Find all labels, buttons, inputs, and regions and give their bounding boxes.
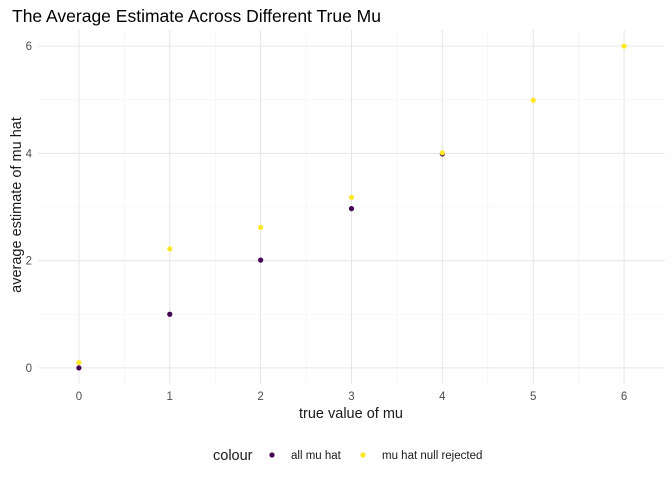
point-mu-hat-null-rejected <box>76 359 82 366</box>
legend-label-all-mu-hat: all mu hat <box>291 450 342 462</box>
point-mu-hat-null-rejected <box>348 194 355 200</box>
y-axis-tick-labels: 0 2 4 6 <box>26 41 33 375</box>
x-tick-label: 6 <box>621 391 627 403</box>
x-tick-label: 5 <box>530 391 536 403</box>
x-axis-tick-labels: 0 1 2 3 4 5 6 <box>76 391 628 403</box>
y-tick-label: 4 <box>26 148 33 160</box>
legend: colour all mu hat mu hat null rejected <box>213 448 482 464</box>
y-axis-title: average estimate of mu hat <box>9 117 25 293</box>
legend-label-mu-hat-null-rejected: mu hat null rejected <box>382 450 482 462</box>
y-tick-label: 0 <box>26 363 32 375</box>
grid-lines <box>38 30 665 384</box>
legend-key-mu-hat-null-rejected <box>360 452 366 458</box>
x-tick-label: 4 <box>439 391 446 403</box>
point-all-mu-hat <box>76 365 82 371</box>
legend-title: colour <box>213 448 253 464</box>
x-tick-label: 3 <box>348 391 354 403</box>
point-mu-hat-null-rejected <box>621 43 627 49</box>
chart-title: The Average Estimate Across Different Tr… <box>12 6 381 26</box>
point-all-mu-hat <box>348 206 355 212</box>
legend-key-all-mu-hat <box>269 452 275 458</box>
x-axis-title: true value of mu <box>299 406 403 422</box>
data-points <box>76 43 627 371</box>
x-tick-label: 1 <box>167 391 173 403</box>
point-all-mu-hat <box>258 257 264 263</box>
point-all-mu-hat <box>167 311 173 317</box>
point-mu-hat-null-rejected <box>167 246 173 252</box>
x-tick-label: 2 <box>257 391 263 403</box>
y-tick-label: 6 <box>26 41 32 53</box>
point-mu-hat-null-rejected <box>530 97 536 103</box>
y-tick-label: 2 <box>26 256 32 268</box>
point-mu-hat-null-rejected <box>258 224 264 230</box>
x-tick-label: 0 <box>76 391 82 403</box>
point-mu-hat-null-rejected <box>439 150 445 156</box>
